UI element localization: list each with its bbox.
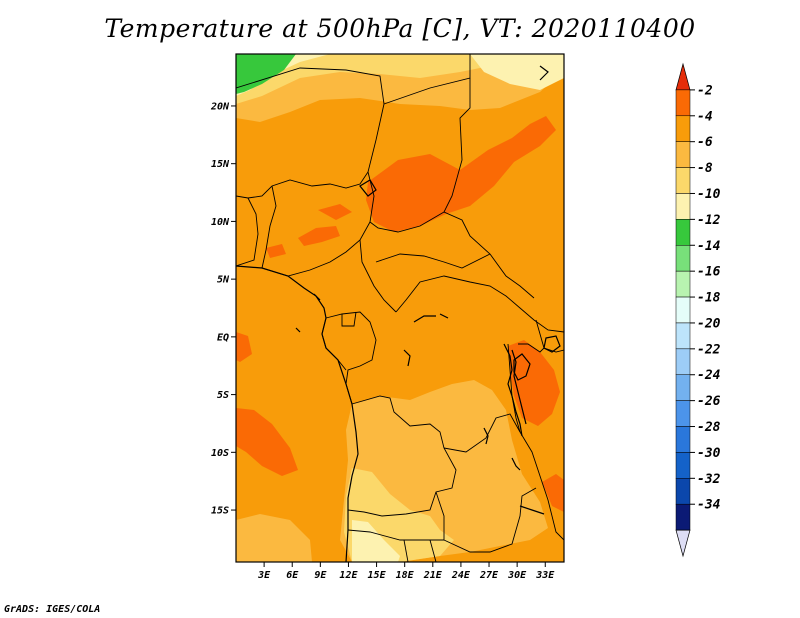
colorbar-swatch-5 bbox=[675, 193, 691, 220]
field-warm-patch-3 bbox=[318, 204, 352, 220]
colorbar-label: -20 bbox=[697, 316, 721, 331]
colorbar-swatch-18 bbox=[675, 529, 691, 558]
colorbar-swatch-16 bbox=[675, 478, 691, 505]
field-west-warm-2 bbox=[236, 332, 252, 362]
colorbar-label: -14 bbox=[697, 239, 721, 254]
colorbar-swatch-14 bbox=[675, 426, 691, 453]
field-north-pale bbox=[236, 54, 520, 104]
colorbar-swatch-12 bbox=[675, 374, 691, 401]
lat-tick-label: 15S bbox=[211, 506, 229, 517]
lon-tick-label: 33E bbox=[535, 570, 555, 581]
colorbar-label: -16 bbox=[697, 265, 721, 280]
field-west-warm bbox=[236, 408, 298, 476]
colorbar-swatch-1 bbox=[675, 89, 691, 117]
map-title: Temperature at 500hPa [C], VT: 202011040… bbox=[104, 14, 696, 43]
colorbar-label: -4 bbox=[697, 109, 713, 124]
colorbar-label: -22 bbox=[697, 342, 721, 357]
colorbar-label: -6 bbox=[697, 135, 713, 150]
lat-tick-label: 5S bbox=[217, 390, 229, 401]
lon-tick-label: 3E bbox=[257, 570, 271, 581]
plot-frame bbox=[235, 53, 565, 563]
colorbar-swatch-15 bbox=[675, 452, 691, 479]
lon-tick-label: 6E bbox=[286, 570, 299, 581]
colorbar-label: -10 bbox=[697, 187, 721, 202]
colorbar-label: -24 bbox=[697, 368, 721, 383]
field-warm-patch-1 bbox=[298, 226, 340, 246]
colorbar: -2 -4 -6 -8 -10 -12 -14 -16 -18 -20 -22 -24 -26 -28 -3… bbox=[675, 62, 721, 558]
lat-tick-label: 5N bbox=[217, 275, 230, 286]
lon-tick-label: 12E bbox=[339, 570, 358, 581]
colorbar-swatch-9 bbox=[675, 296, 691, 324]
field-inland-cool bbox=[236, 514, 312, 562]
colorbar-swatch-0 bbox=[675, 62, 691, 91]
colorbar-label: -8 bbox=[697, 161, 713, 176]
colorbar-label: -12 bbox=[697, 213, 721, 228]
colorbar-label: -18 bbox=[697, 291, 721, 306]
colorbar-label: -26 bbox=[697, 394, 721, 409]
field-northwest-cold bbox=[236, 54, 296, 94]
lon-tick-label: 30E bbox=[507, 570, 527, 581]
colorbar-swatch-13 bbox=[675, 400, 691, 427]
colorbar-label: -34 bbox=[697, 498, 721, 513]
lon-tick-label: 24E bbox=[451, 570, 471, 581]
lat-tick-label: 10S bbox=[211, 448, 229, 459]
colorbar-swatch-3 bbox=[675, 141, 691, 168]
lon-tick-label: 18E bbox=[396, 570, 415, 581]
lon-tick-label: 21E bbox=[423, 570, 443, 581]
colorbar-swatch-2 bbox=[675, 115, 691, 142]
colorbar-swatch-11 bbox=[675, 348, 691, 375]
lat-tick-label: EQ bbox=[217, 332, 229, 343]
field-north-yellow bbox=[470, 54, 564, 90]
colorbar-swatch-4 bbox=[675, 167, 691, 194]
coastlines bbox=[236, 65, 561, 562]
temperature-field bbox=[236, 54, 564, 562]
colorbar-label: -30 bbox=[697, 446, 721, 461]
lat-tick-label: 20N bbox=[210, 101, 230, 112]
colorbar-label: -32 bbox=[697, 472, 721, 487]
field-south-pale bbox=[352, 520, 400, 562]
field-warm-patch-2 bbox=[266, 244, 286, 258]
field-east-warm-2 bbox=[542, 474, 564, 512]
colorbar-swatch-6 bbox=[675, 219, 691, 246]
colorbar-label: -2 bbox=[697, 83, 713, 98]
colorbar-swatch-7 bbox=[675, 245, 691, 272]
colorbar-label: -28 bbox=[697, 420, 721, 435]
lat-tick-label: 15N bbox=[211, 159, 230, 170]
lon-tick-label: 27E bbox=[479, 570, 499, 581]
lon-tick-label: 15E bbox=[368, 570, 387, 581]
colorbar-swatch-8 bbox=[675, 270, 691, 298]
grads-credit: GrADS: IGES/COLA bbox=[4, 604, 101, 615]
lat-tick-label: 10N bbox=[211, 217, 230, 228]
colorbar-swatch-10 bbox=[675, 322, 691, 350]
axis-ticks: 20N 15N 10N 5N EQ 5S 10S 15S 3E 6E 9E 12E 15E 18E 21E 2… bbox=[210, 101, 555, 581]
field-sahel-warm bbox=[366, 116, 556, 232]
lon-tick-label: 9E bbox=[314, 570, 327, 581]
colorbar-swatch-17 bbox=[675, 503, 691, 531]
